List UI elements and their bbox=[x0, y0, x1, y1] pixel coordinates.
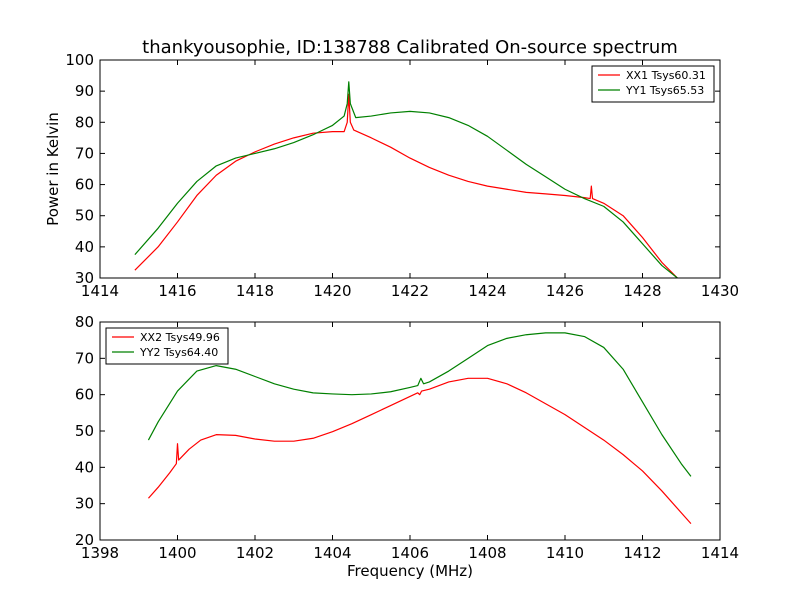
x-tick-label: 1400 bbox=[158, 544, 196, 562]
x-axis-label: Frequency (MHz) bbox=[347, 562, 473, 580]
chart-title: thankyousophie, ID:138788 Calibrated On-… bbox=[142, 37, 678, 58]
series-line-2 bbox=[134, 81, 678, 278]
y-tick-label: 100 bbox=[65, 51, 94, 69]
legend-entry: XX1 Tsys60.31 bbox=[626, 69, 706, 82]
y-tick-label: 60 bbox=[75, 176, 94, 194]
legend-entry: XX2 Tsys49.96 bbox=[140, 331, 220, 344]
legend-entry: YY2 Tsys64.40 bbox=[139, 346, 218, 359]
x-tick-label: 1402 bbox=[236, 544, 274, 562]
legend-box bbox=[591, 65, 715, 103]
y-tick-label: 40 bbox=[75, 458, 94, 476]
series-line-1 bbox=[147, 377, 692, 525]
legend-box bbox=[105, 327, 229, 365]
plot-1: 1414 1416 1418 1420 1422 1424 1426 1428 1430 30 40… bbox=[44, 51, 739, 300]
y-tick-label: 20 bbox=[75, 531, 94, 549]
x-tick-label: 1414 bbox=[701, 544, 739, 562]
x-tick-label: 1398 bbox=[81, 544, 119, 562]
y-tick-label: 80 bbox=[75, 113, 94, 131]
y-tick-label: 50 bbox=[75, 422, 94, 440]
series-group bbox=[134, 81, 678, 278]
series-line-1 bbox=[134, 93, 678, 278]
x-tick-label: 1414 bbox=[81, 282, 119, 300]
y-tick-label: 40 bbox=[75, 238, 94, 256]
series-group bbox=[147, 332, 692, 525]
x-tick-label: 1422 bbox=[391, 282, 429, 300]
y-tick-label: 80 bbox=[75, 313, 94, 331]
x-tick-label: 1426 bbox=[546, 282, 584, 300]
x-tick-label: 1412 bbox=[623, 544, 661, 562]
legend: XX2 Tsys49.96 YY2 Tsys64.40 bbox=[105, 327, 229, 365]
y-tick-label: 70 bbox=[75, 144, 94, 162]
y-tick-label: 70 bbox=[75, 349, 94, 367]
y-axis-label: Power in Kelvin bbox=[44, 112, 62, 226]
y-tick-label: 30 bbox=[75, 495, 94, 513]
y-tick-label: 60 bbox=[75, 386, 94, 404]
legend-entry: YY1 Tsys65.53 bbox=[625, 84, 704, 97]
x-tick-label: 1428 bbox=[623, 282, 661, 300]
x-tick-label: 1410 bbox=[546, 544, 584, 562]
y-tick-label: 30 bbox=[75, 269, 94, 287]
x-tick-label: 1424 bbox=[468, 282, 506, 300]
x-tick-label: 1420 bbox=[313, 282, 351, 300]
y-tick-label: 90 bbox=[75, 82, 94, 100]
legend: XX1 Tsys60.31 YY1 Tsys65.53 bbox=[591, 65, 715, 103]
x-tick-label: 1418 bbox=[236, 282, 274, 300]
y-tick-label: 50 bbox=[75, 207, 94, 225]
x-tick-label: 1430 bbox=[701, 282, 739, 300]
x-tick-label: 1408 bbox=[468, 544, 506, 562]
x-tick-label: 1416 bbox=[158, 282, 196, 300]
plot-2: 1398 1400 1402 1404 1406 1408 1410 1412 1414 20 30… bbox=[75, 313, 739, 580]
series-line-2 bbox=[147, 332, 692, 477]
x-tick-label: 1406 bbox=[391, 544, 429, 562]
x-tick-label: 1404 bbox=[313, 544, 351, 562]
